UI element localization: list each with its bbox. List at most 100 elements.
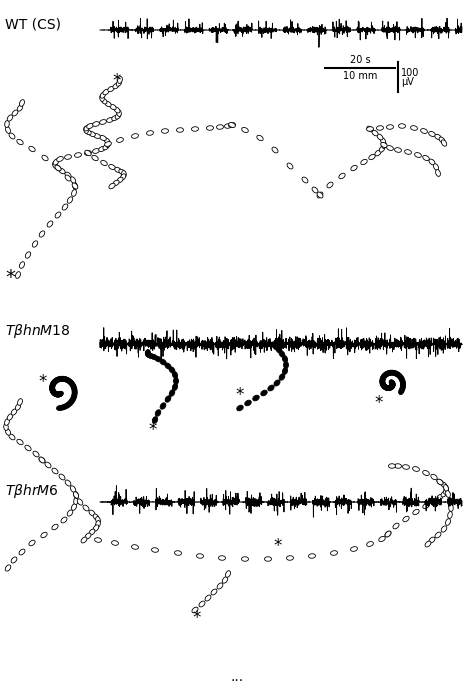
Ellipse shape [384,385,391,390]
Ellipse shape [118,77,122,84]
Ellipse shape [389,464,395,468]
Ellipse shape [431,498,437,504]
Ellipse shape [351,547,357,552]
Ellipse shape [74,498,78,504]
Ellipse shape [444,484,448,491]
Ellipse shape [397,373,402,379]
Ellipse shape [56,392,63,397]
Ellipse shape [405,149,411,154]
Ellipse shape [317,192,323,198]
Ellipse shape [59,474,65,480]
Ellipse shape [435,134,441,140]
Ellipse shape [287,163,293,169]
Text: *: * [374,394,383,412]
Ellipse shape [160,359,166,365]
Ellipse shape [72,393,77,400]
Ellipse shape [112,116,118,120]
Ellipse shape [390,381,395,388]
Ellipse shape [400,386,405,392]
Ellipse shape [113,83,119,89]
Ellipse shape [73,183,77,190]
Ellipse shape [68,379,74,385]
Ellipse shape [242,127,248,132]
Ellipse shape [394,464,401,468]
Ellipse shape [89,510,95,516]
Ellipse shape [385,531,391,537]
Ellipse shape [386,125,393,129]
Ellipse shape [388,384,394,390]
Ellipse shape [429,159,435,165]
Ellipse shape [383,385,389,390]
Ellipse shape [381,138,385,145]
Text: 10 mm: 10 mm [343,71,377,81]
Ellipse shape [390,381,395,388]
Text: *: * [38,373,46,391]
Ellipse shape [55,212,61,218]
Ellipse shape [132,134,138,138]
Ellipse shape [393,523,399,529]
Ellipse shape [381,374,386,381]
Ellipse shape [197,554,203,558]
Ellipse shape [302,177,308,183]
Ellipse shape [53,162,57,168]
Ellipse shape [17,439,23,445]
Ellipse shape [176,128,183,132]
Ellipse shape [273,344,279,350]
Ellipse shape [276,347,282,353]
Ellipse shape [375,150,381,156]
Ellipse shape [72,389,77,396]
Ellipse shape [435,532,441,538]
Ellipse shape [64,377,70,383]
Ellipse shape [85,533,91,539]
Ellipse shape [93,514,99,520]
Ellipse shape [69,381,75,387]
Ellipse shape [237,406,243,411]
Ellipse shape [257,136,263,140]
Ellipse shape [389,383,395,390]
Ellipse shape [59,168,65,174]
Ellipse shape [226,571,230,577]
Ellipse shape [439,137,445,143]
Ellipse shape [169,390,175,397]
Ellipse shape [50,388,55,394]
Ellipse shape [241,557,248,561]
Ellipse shape [7,414,13,420]
Ellipse shape [446,491,450,498]
Ellipse shape [55,392,62,397]
Ellipse shape [384,371,390,376]
Ellipse shape [317,192,323,198]
Ellipse shape [286,556,293,561]
Ellipse shape [65,480,71,486]
Ellipse shape [152,548,158,552]
Ellipse shape [9,434,15,440]
Ellipse shape [146,352,152,358]
Ellipse shape [29,540,35,546]
Ellipse shape [117,177,123,183]
Ellipse shape [437,494,443,500]
Ellipse shape [382,372,388,379]
Ellipse shape [74,153,82,157]
Ellipse shape [103,144,109,150]
Ellipse shape [372,130,378,136]
Ellipse shape [83,505,89,511]
Ellipse shape [420,129,428,134]
Ellipse shape [55,165,61,171]
Ellipse shape [120,174,126,180]
Ellipse shape [53,392,59,397]
Ellipse shape [55,377,61,382]
Ellipse shape [109,165,115,170]
Ellipse shape [205,595,211,601]
Ellipse shape [5,120,9,127]
Text: $T\beta hrM6$: $T\beta hrM6$ [5,482,59,500]
Ellipse shape [369,154,375,160]
Ellipse shape [415,153,421,157]
Ellipse shape [29,146,35,152]
Ellipse shape [60,376,67,381]
Ellipse shape [105,142,111,147]
Ellipse shape [92,149,100,154]
Ellipse shape [108,86,114,91]
Ellipse shape [279,374,285,380]
Ellipse shape [15,404,21,410]
Ellipse shape [444,484,448,491]
Ellipse shape [379,146,385,152]
